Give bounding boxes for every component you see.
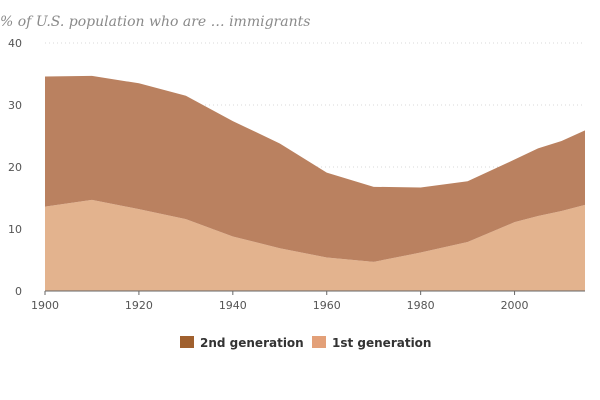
legend: 2nd generation 1st generation [180,336,431,350]
x-tick-label: 2000 [501,299,529,312]
x-tick-label: 1960 [313,299,341,312]
plot-areas [45,75,585,291]
chart-title: % of U.S. population who are … immigrant… [0,14,310,30]
x-tick-label: 1900 [31,299,59,312]
legend-label: 1st generation [332,336,431,350]
legend-swatch [312,336,326,348]
x-tick-label: 1920 [125,299,153,312]
y-tick-label: 10 [8,223,22,236]
x-tick-label: 1940 [219,299,247,312]
y-axis-ticks: 0 10 20 30 40 [8,37,22,298]
y-tick-label: 20 [8,161,22,174]
legend-label: 2nd generation [200,336,304,350]
x-axis-ticks: 1900 1920 1940 1960 1980 2000 [31,291,529,312]
y-tick-label: 40 [8,37,22,50]
legend-swatch [180,336,194,348]
y-tick-label: 0 [15,285,22,298]
area-1st-generation [45,199,585,291]
y-tick-label: 30 [8,99,22,112]
area-2nd-generation [45,75,585,262]
x-tick-label: 1980 [407,299,435,312]
